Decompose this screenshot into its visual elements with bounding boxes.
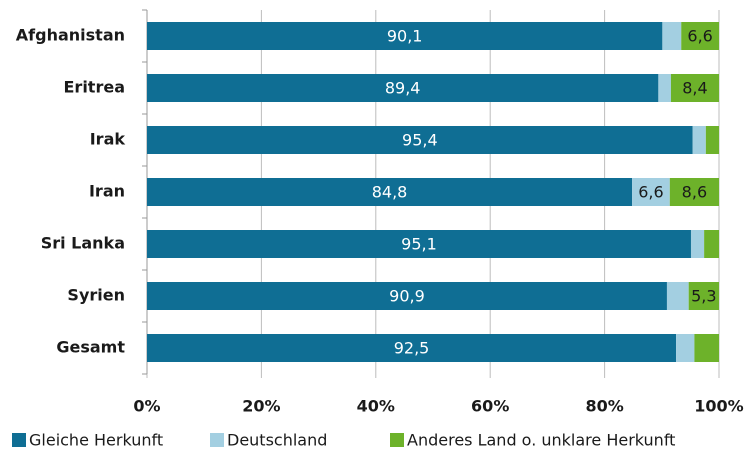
legend-swatch — [390, 433, 404, 447]
bar-segment — [147, 334, 677, 362]
legend-label: Gleiche Herkunft — [29, 431, 163, 450]
value-label: 8,6 — [682, 183, 707, 202]
value-label: 95,4 — [402, 131, 438, 150]
x-tick-label: 80% — [585, 397, 623, 416]
legend-label: Deutschland — [227, 431, 327, 450]
y-tick-label: Afghanistan — [16, 26, 125, 45]
bar-segment — [705, 126, 719, 154]
bar-segment — [690, 230, 705, 258]
bar-segment — [632, 178, 670, 206]
x-tick-label: 40% — [357, 397, 395, 416]
bar-segment — [676, 334, 695, 362]
y-tick-label: Sri Lanka — [41, 234, 125, 253]
value-label: 5,3 — [691, 287, 716, 306]
bar-segment — [670, 74, 719, 102]
bar-segment — [666, 282, 689, 310]
x-tick-label: 0% — [133, 397, 160, 416]
bar-segment — [147, 126, 693, 154]
bar-segment — [147, 230, 691, 258]
value-label: 6,6 — [638, 183, 663, 202]
bar-segment — [662, 22, 682, 50]
y-tick-label: Gesamt — [56, 338, 125, 357]
bar-segment — [658, 74, 671, 102]
value-label: 89,4 — [385, 79, 421, 98]
x-tick-label: 100% — [694, 397, 743, 416]
value-label: 90,1 — [387, 27, 423, 46]
bar-segment — [688, 282, 719, 310]
legend-label: Anderes Land o. unklare Herkunft — [407, 431, 675, 450]
legend-swatch — [210, 433, 224, 447]
bar-segment — [147, 22, 663, 50]
legend-swatch — [12, 433, 26, 447]
x-tick-label: 20% — [242, 397, 280, 416]
value-label: 84,8 — [372, 183, 408, 202]
x-tick-label: 60% — [471, 397, 509, 416]
value-label: 92,5 — [394, 339, 430, 358]
bar-segment — [147, 282, 667, 310]
y-tick-label: Syrien — [67, 286, 125, 305]
y-tick-label: Iran — [89, 182, 125, 201]
bar-segment — [692, 126, 706, 154]
value-label: 6,6 — [687, 27, 712, 46]
bar-segment — [694, 334, 719, 362]
value-label: 8,4 — [682, 79, 707, 98]
bar-segment — [681, 22, 719, 50]
y-tick-label: Irak — [90, 130, 126, 149]
value-label: 90,9 — [389, 287, 425, 306]
y-tick-label: Eritrea — [64, 78, 126, 97]
bar-segment — [669, 178, 719, 206]
bar-segment — [147, 74, 659, 102]
bar-segment — [704, 230, 719, 258]
value-label: 95,1 — [401, 235, 437, 254]
bar-segment — [147, 178, 633, 206]
